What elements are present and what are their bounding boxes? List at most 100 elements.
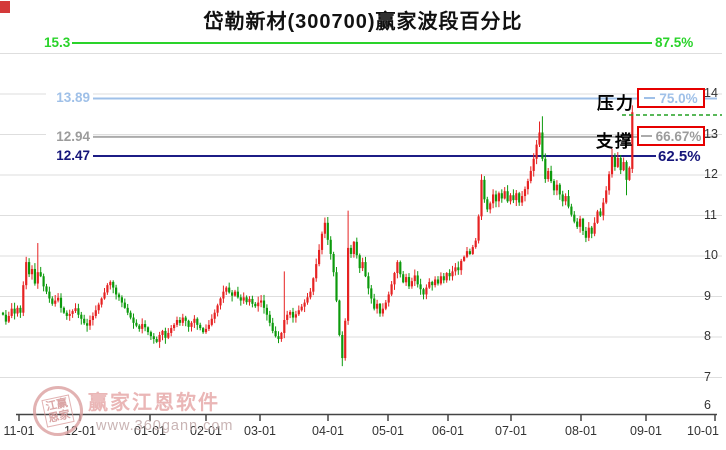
resistance-dash-icon xyxy=(644,97,656,99)
candle-body xyxy=(161,330,164,335)
candle-body xyxy=(613,156,616,167)
y-axis-label: 12 xyxy=(704,167,718,181)
candle-body xyxy=(265,307,268,315)
candle-body xyxy=(596,211,599,223)
candle-body xyxy=(405,277,408,283)
resistance-percent: 75.0% xyxy=(659,90,698,106)
candle-body xyxy=(260,300,263,303)
candle-body xyxy=(239,297,242,301)
candle-body xyxy=(283,319,286,333)
candle-body xyxy=(602,202,605,216)
candle-body xyxy=(100,298,103,305)
x-axis-label: 03-01 xyxy=(244,424,276,438)
candle-body xyxy=(164,330,167,338)
candle-body xyxy=(236,291,239,298)
candle-body xyxy=(448,273,451,277)
candle-body xyxy=(506,191,509,202)
x-axis-label: 04-01 xyxy=(312,424,344,438)
candle-body xyxy=(364,262,367,277)
candle-body xyxy=(289,311,292,315)
corner-logo-fragment xyxy=(0,1,10,13)
candle-body xyxy=(103,292,106,299)
candle-body xyxy=(457,267,460,271)
candle-body xyxy=(419,284,422,290)
candle-body xyxy=(561,194,564,202)
candle-body xyxy=(155,339,158,342)
candle-body xyxy=(129,312,132,318)
candle-body xyxy=(434,279,437,286)
candle-body xyxy=(152,336,155,340)
candle-body xyxy=(555,184,558,191)
candle-body xyxy=(605,190,608,203)
candle-body xyxy=(146,327,150,333)
candle-body xyxy=(631,112,634,169)
candle-body xyxy=(228,287,231,293)
candle-body xyxy=(463,256,466,261)
candle-body xyxy=(494,194,498,202)
candle-body xyxy=(451,271,454,277)
candle-body xyxy=(83,318,86,324)
candle-body xyxy=(36,272,39,284)
candle-body xyxy=(402,274,405,283)
support-percent: 66.67% xyxy=(655,128,702,144)
candle-body xyxy=(445,273,448,281)
candle-body xyxy=(1,312,5,315)
y-axis-label: 6 xyxy=(704,398,711,412)
candle-body xyxy=(277,336,280,340)
candle-body xyxy=(425,287,428,295)
candle-body xyxy=(213,312,216,319)
candle-body xyxy=(483,179,486,200)
candle-body xyxy=(19,307,22,313)
band-right-percent: 87.5% xyxy=(655,35,694,50)
candle-body xyxy=(480,179,483,217)
candle-body xyxy=(558,184,561,195)
candle-body xyxy=(431,281,434,286)
candle-body xyxy=(210,318,213,325)
x-axis-label: 07-01 xyxy=(495,424,527,438)
candle-body xyxy=(274,330,277,337)
chart-title: 岱勒新材(300700)赢家波段百分比 xyxy=(203,11,523,33)
resistance-price-label: 13.89 xyxy=(46,90,93,105)
candle-body xyxy=(10,308,13,316)
candle-body xyxy=(570,206,573,215)
candle-body xyxy=(465,251,469,257)
candle-body xyxy=(515,193,518,201)
candle-body xyxy=(396,262,399,274)
candle-body xyxy=(306,297,309,303)
candle-body xyxy=(320,233,324,250)
candle-body xyxy=(552,181,556,191)
candle-body xyxy=(355,241,358,256)
candle-body xyxy=(338,300,341,335)
y-axis-label: 8 xyxy=(704,329,711,343)
support-dash-icon xyxy=(640,135,652,137)
candle-body xyxy=(120,297,123,303)
candle-body xyxy=(54,300,57,304)
candle-body xyxy=(204,328,208,333)
band-line xyxy=(72,42,652,44)
candle-body xyxy=(62,307,65,313)
candle-body xyxy=(616,157,619,167)
candle-body xyxy=(399,262,402,275)
candle-body xyxy=(318,249,321,265)
candle-body xyxy=(123,302,126,308)
candle-body xyxy=(187,320,190,327)
candle-body xyxy=(245,297,248,303)
candle-body xyxy=(109,281,112,286)
candle-body xyxy=(576,221,579,227)
candle-body xyxy=(231,292,234,296)
candle-body xyxy=(138,325,141,329)
candle-body xyxy=(335,272,338,301)
candle-body xyxy=(619,157,622,171)
candle-body xyxy=(167,332,170,338)
candle-body xyxy=(181,317,184,323)
level3-price-label: 12.47 xyxy=(46,148,93,163)
candle-body xyxy=(94,310,97,316)
candle-body xyxy=(112,281,115,288)
candle-body xyxy=(77,308,80,315)
candle-body xyxy=(497,193,500,202)
candle-body xyxy=(57,297,60,301)
candle-body xyxy=(610,156,614,175)
candle-body xyxy=(233,291,237,296)
candle-body xyxy=(48,291,51,299)
